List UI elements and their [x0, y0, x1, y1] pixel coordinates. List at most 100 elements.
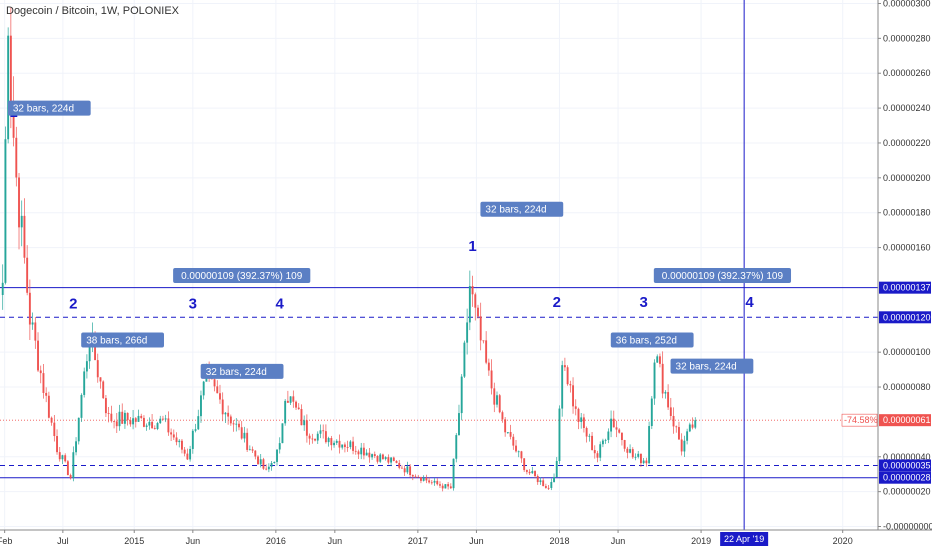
candle: [582, 413, 585, 433]
candle: [667, 384, 670, 410]
candle: [599, 441, 602, 462]
candle: [436, 478, 439, 486]
change-badge: [841, 413, 878, 427]
y-tick-label: 0.00000020: [883, 487, 931, 497]
candle: [656, 354, 659, 363]
x-tick-label: 2020: [833, 536, 853, 546]
measure-box[interactable]: 32 bars, 224d: [480, 201, 564, 217]
x-tick-label: Jun: [328, 536, 343, 546]
candle: [577, 407, 580, 430]
candle: [324, 424, 327, 444]
candle: [523, 457, 526, 472]
candle: [420, 476, 422, 484]
candle: [490, 359, 493, 395]
measure-label: 38 bars, 266d: [86, 335, 147, 346]
candle: [501, 410, 504, 423]
candle: [333, 440, 336, 448]
candle: [115, 412, 118, 433]
x-tick-label: 2016: [266, 536, 286, 546]
range-box[interactable]: 0.00000109 (392.37%) 109: [653, 267, 792, 283]
candle: [118, 404, 121, 431]
candle: [178, 439, 181, 448]
candle: [267, 463, 270, 473]
candle: [175, 432, 178, 446]
candle: [286, 390, 289, 403]
measure-box[interactable]: 36 bars, 252d: [610, 332, 694, 348]
candle: [246, 428, 249, 453]
candle: [319, 424, 322, 439]
x-tick-label: 2019: [691, 536, 711, 546]
candle: [512, 433, 515, 450]
candle: [28, 279, 31, 341]
candle: [276, 449, 278, 466]
range-box[interactable]: 0.00000109 (392.37%) 109: [173, 267, 311, 283]
candle: [26, 245, 29, 296]
y-tick-label: 0.00000160: [883, 243, 931, 253]
candle: [496, 391, 498, 408]
candle: [31, 312, 34, 330]
candle: [485, 331, 488, 365]
candle: [23, 198, 26, 264]
candle: [357, 449, 360, 460]
candle: [80, 393, 83, 423]
candle: [574, 399, 577, 416]
candle: [585, 426, 588, 443]
candle: [216, 380, 219, 394]
candle: [425, 474, 428, 484]
price-level-tag-label: 0.00000120: [883, 312, 931, 322]
candle: [132, 410, 135, 430]
candle: [466, 308, 469, 355]
candle: [362, 442, 365, 460]
measure-box[interactable]: 38 bars, 266d: [81, 332, 164, 348]
candle: [596, 450, 599, 463]
candle: [194, 423, 197, 433]
candle: [229, 414, 232, 426]
candle: [1, 264, 4, 310]
candle: [618, 428, 621, 434]
candle: [659, 353, 661, 368]
candle: [341, 444, 344, 450]
candle: [227, 405, 230, 425]
candle: [58, 446, 61, 462]
candle: [137, 409, 140, 422]
candle: [284, 399, 287, 426]
wave-label: 2: [553, 294, 561, 311]
candle: [384, 456, 387, 461]
candle: [4, 126, 7, 285]
candle: [153, 425, 156, 430]
candle: [167, 411, 170, 436]
candle: [558, 405, 561, 465]
candle: [381, 453, 384, 460]
candle: [482, 340, 485, 344]
measure-box[interactable]: 32 bars, 224d: [200, 363, 284, 379]
candle: [569, 380, 572, 393]
candle: [170, 428, 173, 442]
change-label: -74.58%: [844, 415, 878, 425]
candle: [390, 456, 393, 467]
wave-label: 4: [745, 294, 754, 311]
candle: [346, 440, 349, 452]
y-tick-label: 0.00000180: [883, 208, 931, 218]
candle: [72, 446, 75, 482]
candle: [639, 453, 642, 468]
x-tick-label: Jun: [186, 536, 201, 546]
candle: [525, 469, 528, 475]
candle: [85, 354, 88, 379]
candle: [300, 404, 303, 426]
measure-box[interactable]: 32 bars, 224d: [7, 100, 91, 116]
measure-box[interactable]: 32 bars, 224d: [670, 358, 754, 374]
candle: [278, 437, 281, 454]
candle: [411, 474, 414, 481]
candle: [387, 454, 390, 465]
candle: [297, 403, 300, 410]
y-tick-label: 0.00000220: [883, 138, 931, 148]
candle: [15, 126, 18, 187]
wave-label: 3: [189, 296, 197, 313]
candle: [563, 357, 566, 371]
candle: [672, 407, 675, 434]
candle: [140, 413, 143, 419]
candle: [433, 478, 436, 486]
candle: [219, 384, 221, 404]
price-axis[interactable]: [878, 0, 932, 550]
